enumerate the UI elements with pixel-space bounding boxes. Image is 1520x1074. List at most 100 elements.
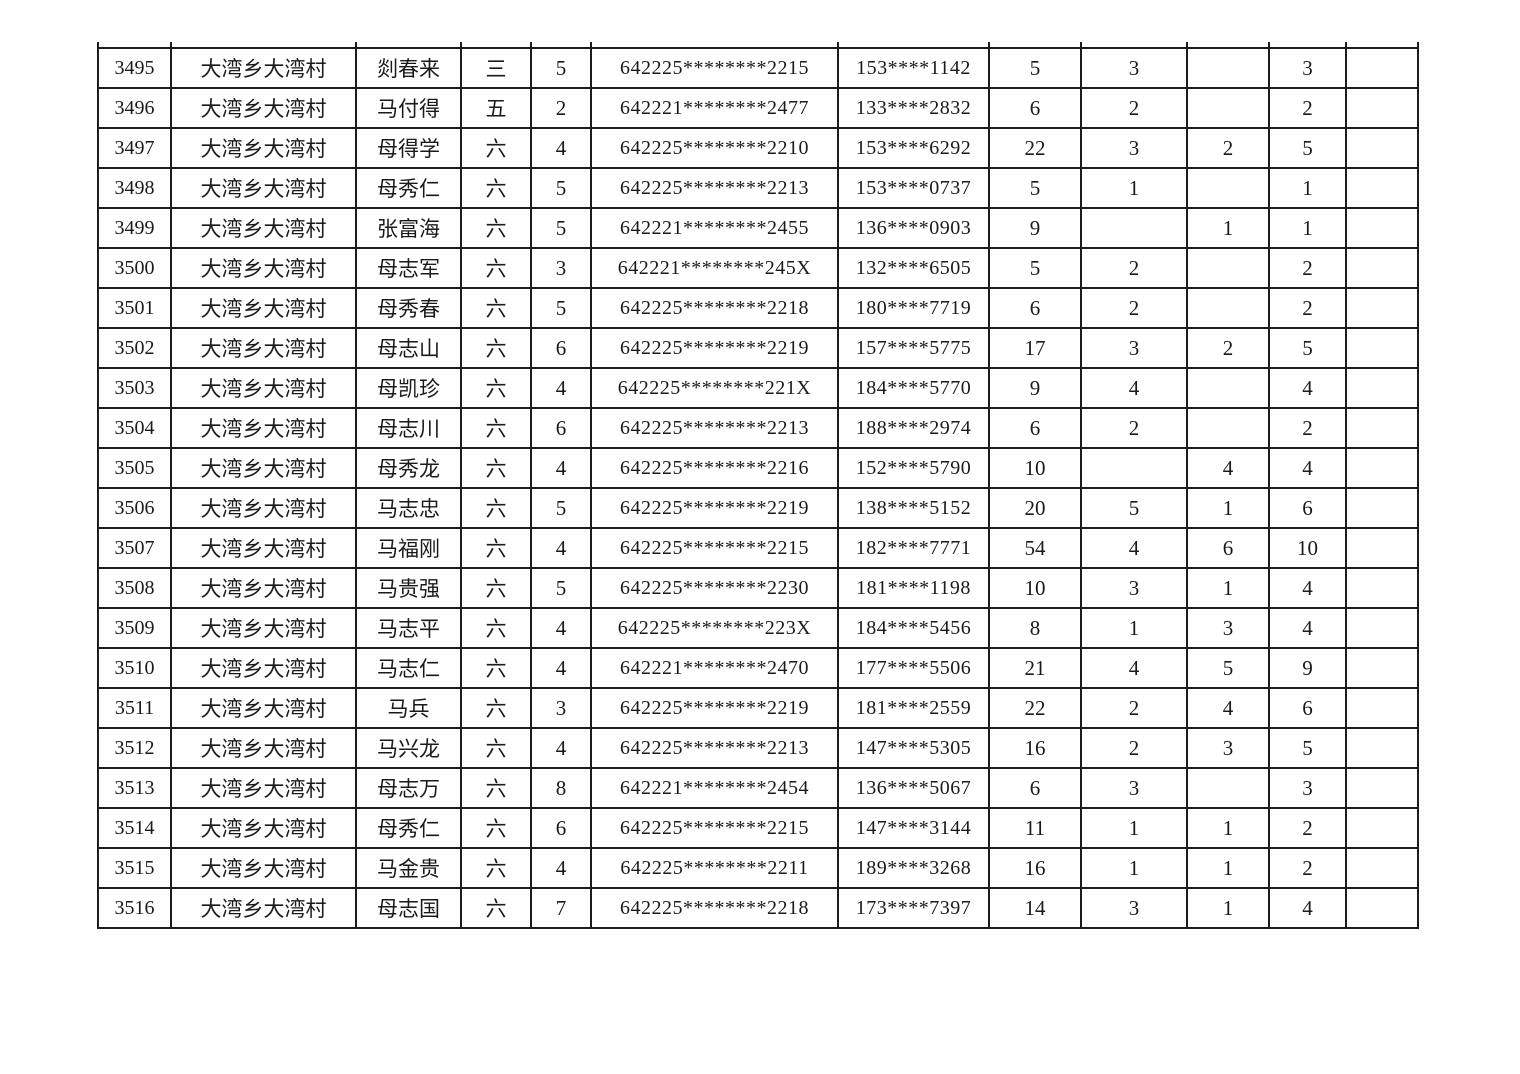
cell-count-a: 10	[988, 567, 1082, 609]
cell-group: 4	[530, 527, 592, 569]
cell-count-c: 6	[1186, 527, 1270, 569]
cell-count-c	[1186, 287, 1270, 329]
cell-count-a: 22	[988, 127, 1082, 169]
cell-grade: 六	[460, 687, 532, 729]
table-row: 3500 大湾乡大湾村 母志军六 3 642221********245X 132****…	[97, 247, 1419, 289]
table-row: 3506 大湾乡大湾村 马志忠六 5 642225********2219 138****…	[97, 487, 1419, 529]
cell-count-d: 6	[1268, 687, 1347, 729]
cell-seq: 3506	[97, 487, 172, 529]
cell-idnum: 642225********223X	[590, 607, 839, 649]
table-row: 3503 大湾乡大湾村 母凯珍六 4 642225********221X 184****…	[97, 367, 1419, 409]
cell-phone: 189****3268	[837, 847, 990, 889]
cell-grade: 六	[460, 407, 532, 449]
cell-count-b: 3	[1080, 887, 1188, 929]
cell-seq: 3507	[97, 527, 172, 569]
cell-count-a: 8	[988, 607, 1082, 649]
cell-group: 8	[530, 767, 592, 809]
cell-village: 大湾乡大湾村	[170, 767, 357, 809]
cell-seq: 3500	[97, 247, 172, 289]
cell-seq: 3498	[97, 167, 172, 209]
cell-idnum: 642225********2210	[590, 127, 839, 169]
cell-group: 4	[530, 607, 592, 649]
cell-count-b: 3	[1080, 127, 1188, 169]
cell-remark	[1345, 807, 1419, 849]
cell-count-a: 20	[988, 487, 1082, 529]
cell-remark	[1345, 247, 1419, 289]
table-row: 3499 大湾乡大湾村 张富海六 5 642221********2455 136****…	[97, 207, 1419, 249]
cell-village: 大湾乡大湾村	[170, 367, 357, 409]
cell-grade: 六	[460, 567, 532, 609]
cell-count-d: 5	[1268, 327, 1347, 369]
cell-idnum: 642221********245X	[590, 247, 839, 289]
column-border-tick	[460, 42, 462, 48]
cell-village: 大湾乡大湾村	[170, 527, 357, 569]
table-row: 3510 大湾乡大湾村 马志仁六 4 642221********2470 177****…	[97, 647, 1419, 689]
cell-count-b: 2	[1080, 407, 1188, 449]
cell-phone: 138****5152	[837, 487, 990, 529]
column-border-tick	[1345, 42, 1347, 48]
cell-remark	[1345, 847, 1419, 889]
cell-count-d: 1	[1268, 207, 1347, 249]
cell-count-a: 16	[988, 727, 1082, 769]
column-border-tick	[355, 42, 357, 48]
cell-count-d: 2	[1268, 807, 1347, 849]
cell-remark	[1345, 127, 1419, 169]
table-row: 3509 大湾乡大湾村 马志平六 4 642225********223X 184****…	[97, 607, 1419, 649]
cell-count-c: 4	[1186, 447, 1270, 489]
cell-count-a: 17	[988, 327, 1082, 369]
cell-village: 大湾乡大湾村	[170, 447, 357, 489]
cell-seq: 3502	[97, 327, 172, 369]
cell-seq: 3499	[97, 207, 172, 249]
cell-count-b: 2	[1080, 727, 1188, 769]
cell-village: 大湾乡大湾村	[170, 287, 357, 329]
cell-remark	[1345, 47, 1419, 89]
cell-count-b: 2	[1080, 87, 1188, 129]
cell-count-c	[1186, 767, 1270, 809]
cell-name: 张富海	[355, 207, 462, 249]
cell-count-d: 2	[1268, 847, 1347, 889]
cell-name: 母秀龙	[355, 447, 462, 489]
cell-name: 马福刚	[355, 527, 462, 569]
cell-grade: 六	[460, 727, 532, 769]
cell-name: 母志川	[355, 407, 462, 449]
cell-remark	[1345, 287, 1419, 329]
cell-count-a: 22	[988, 687, 1082, 729]
cell-group: 6	[530, 407, 592, 449]
column-border-tick	[170, 42, 172, 48]
cell-remark	[1345, 767, 1419, 809]
cell-count-a: 9	[988, 367, 1082, 409]
cell-name: 母志军	[355, 247, 462, 289]
cell-group: 3	[530, 687, 592, 729]
table-row: 3498 大湾乡大湾村 母秀仁六 5 642225********2213 153****…	[97, 167, 1419, 209]
cell-village: 大湾乡大湾村	[170, 647, 357, 689]
cell-name: 马志仁	[355, 647, 462, 689]
cell-remark	[1345, 567, 1419, 609]
cell-count-b: 3	[1080, 327, 1188, 369]
cell-phone: 184****5456	[837, 607, 990, 649]
cell-grade: 六	[460, 607, 532, 649]
cell-grade: 六	[460, 447, 532, 489]
cell-grade: 六	[460, 327, 532, 369]
cell-count-d: 2	[1268, 287, 1347, 329]
cell-name: 母志国	[355, 887, 462, 929]
cell-idnum: 642221********2455	[590, 207, 839, 249]
cell-count-c: 2	[1186, 327, 1270, 369]
page-cut-ticks	[97, 42, 1419, 48]
cell-grade: 六	[460, 807, 532, 849]
cell-name: 母志万	[355, 767, 462, 809]
cell-remark	[1345, 887, 1419, 929]
cell-count-d: 1	[1268, 167, 1347, 209]
cell-village: 大湾乡大湾村	[170, 607, 357, 649]
cell-name: 马付得	[355, 87, 462, 129]
cell-village: 大湾乡大湾村	[170, 887, 357, 929]
cell-grade: 五	[460, 87, 532, 129]
cell-group: 4	[530, 367, 592, 409]
cell-idnum: 642221********2477	[590, 87, 839, 129]
cell-grade: 六	[460, 167, 532, 209]
roster-table: 3495 大湾乡大湾村 剡春来三 5 642225********2215 153****…	[97, 47, 1419, 929]
cell-count-b: 1	[1080, 607, 1188, 649]
cell-seq: 3509	[97, 607, 172, 649]
cell-phone: 133****2832	[837, 87, 990, 129]
cell-group: 5	[530, 47, 592, 89]
